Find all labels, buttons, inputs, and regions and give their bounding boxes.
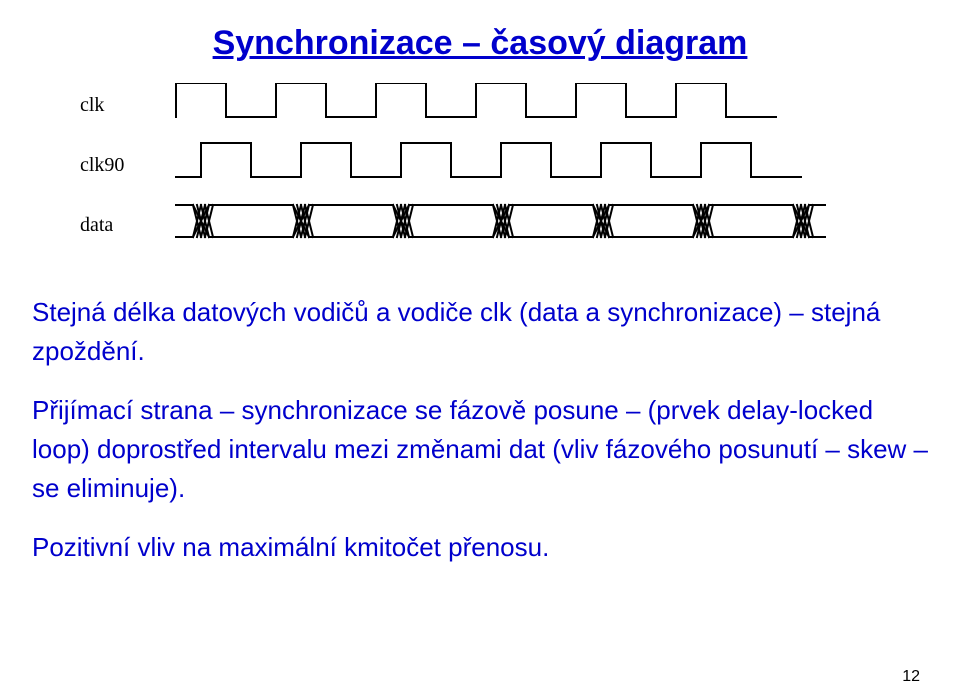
signal-label-clk90: clk90 (80, 154, 124, 176)
signal-label-clk: clk (80, 94, 104, 116)
page-number: 12 (902, 668, 920, 686)
paragraph-2: Přijímací strana – synchronizace se fázo… (32, 391, 928, 508)
waveform-data (176, 205, 826, 237)
page-title: Synchronizace – časový diagram (32, 24, 928, 63)
waveform-clk90 (176, 143, 801, 177)
waveform-clk (176, 83, 776, 117)
slide-page: Synchronizace – časový diagram clk clk90 d… (0, 0, 960, 700)
timing-diagram: clk clk90 data (76, 83, 826, 253)
paragraph-1: Stejná délka datových vodičů a vodiče cl… (32, 293, 928, 371)
signal-label-data: data (80, 214, 113, 236)
paragraph-3: Pozitivní vliv na maximální kmitočet pře… (32, 528, 928, 567)
timing-svg: clk clk90 data (76, 83, 826, 248)
